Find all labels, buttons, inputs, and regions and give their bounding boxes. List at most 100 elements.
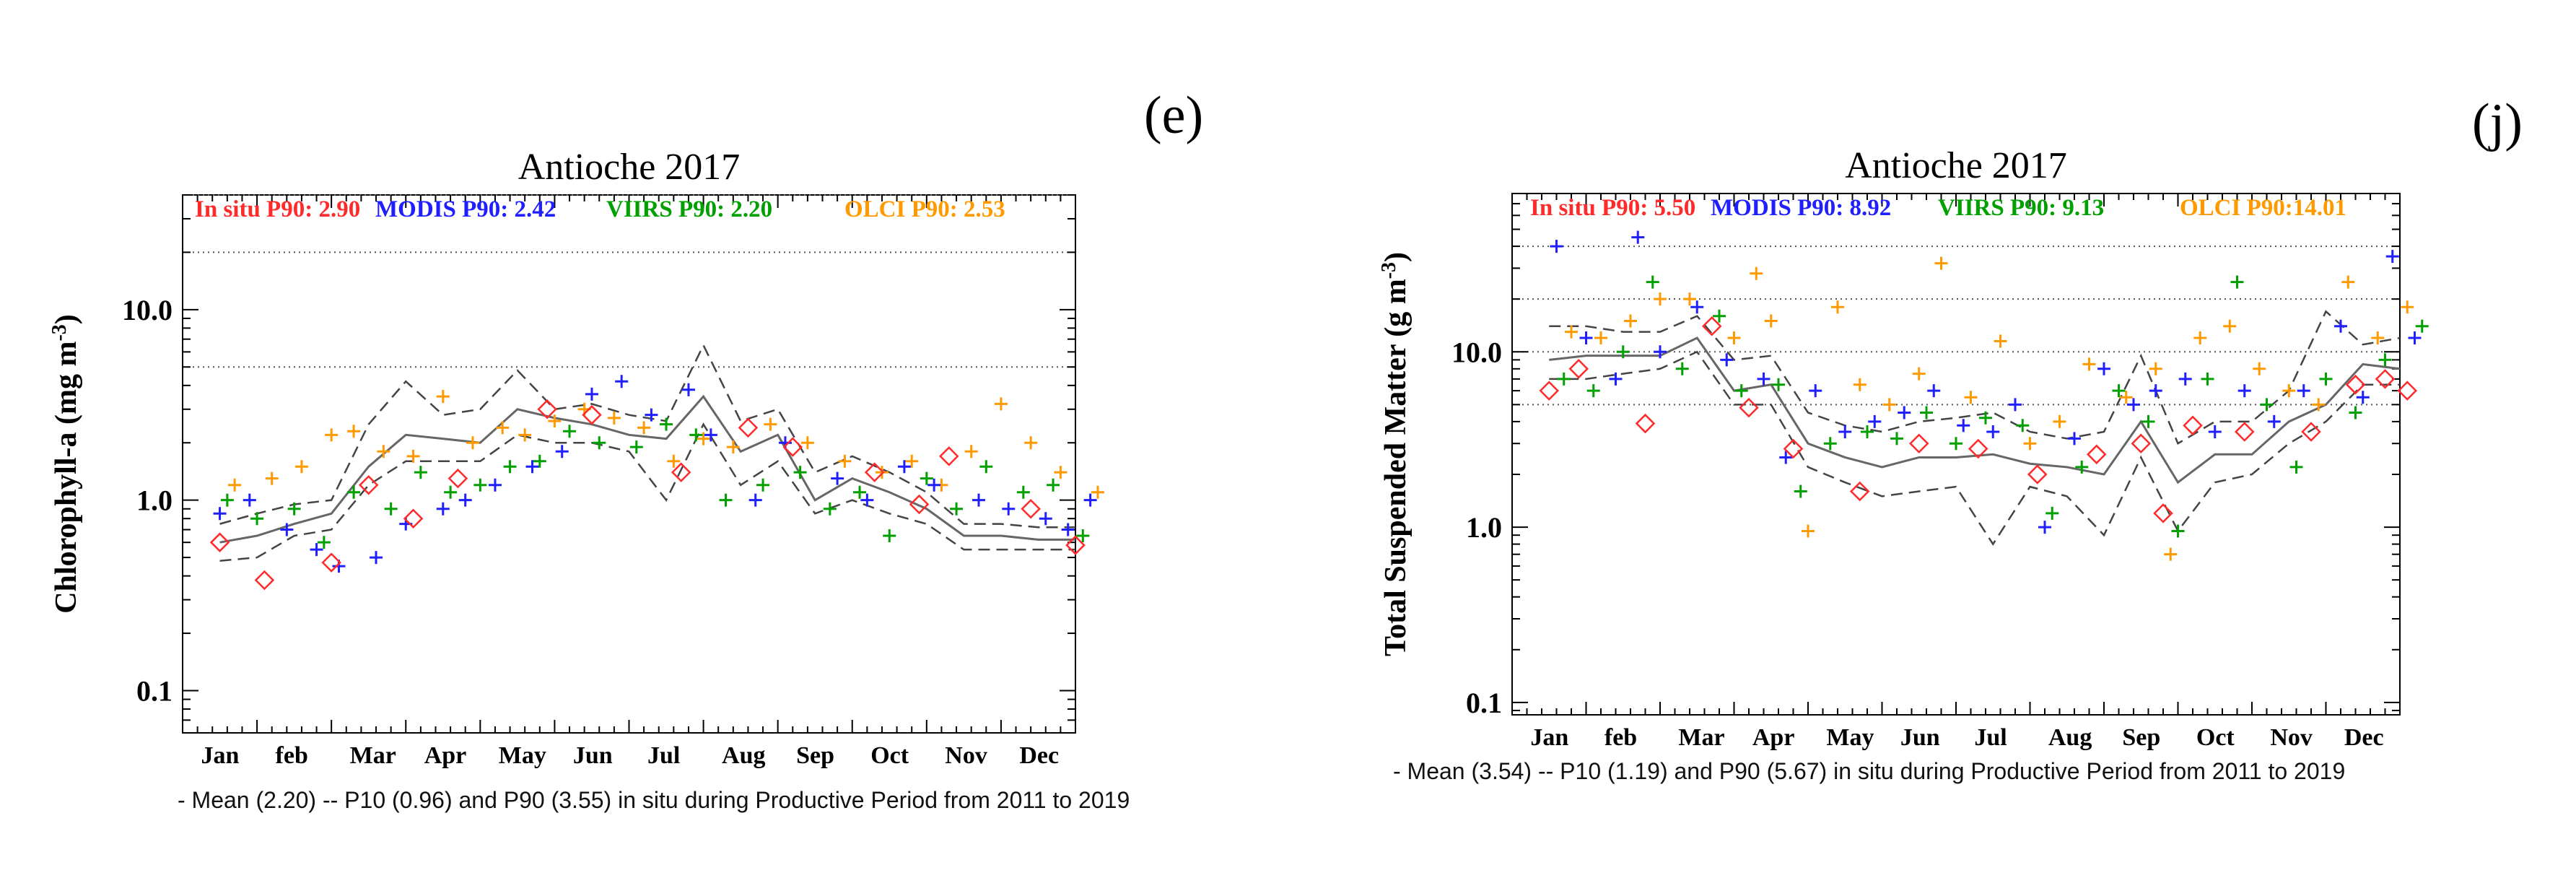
x-tick-label: Sep [796, 742, 834, 769]
olci-point [800, 436, 814, 450]
olci-point [294, 460, 308, 474]
legend-insitu: In situ P90: 5.50 [1530, 195, 1695, 221]
insitu-point [738, 417, 759, 438]
viirs-point [2112, 384, 2126, 398]
viirs-point [660, 417, 673, 431]
x-tick-label: Dec [2344, 724, 2384, 751]
modis-point [1838, 425, 1852, 438]
x-tick-label: feb [276, 742, 308, 769]
legend-olci: OLCI P90: 2.53 [844, 196, 1005, 222]
insitu-point [1968, 438, 1988, 459]
modis-point [831, 471, 844, 485]
olci-point [1934, 256, 1948, 270]
viirs-point [473, 478, 487, 492]
viirs-point [287, 502, 301, 516]
viirs-point [1772, 378, 1785, 391]
modis-point [1690, 300, 1704, 314]
insitu-point [2086, 444, 2107, 465]
modis-point [1898, 406, 1911, 420]
x-tick-label: Apr [1752, 724, 1795, 751]
modis-point [1957, 419, 1970, 433]
insitu-point [1568, 359, 1589, 379]
olci-point [1964, 391, 1978, 404]
insitu-point [1539, 381, 1560, 401]
olci-point [1054, 466, 1067, 479]
insitu-point [938, 446, 959, 466]
legend-olci: OLCI P90:14.01 [2180, 195, 2346, 221]
modis-point [2068, 432, 2081, 445]
modis-point [2009, 398, 2022, 412]
olci-point [1750, 266, 1763, 280]
p10-line [219, 422, 1075, 562]
x-tick-label: Jul [647, 742, 680, 769]
olci-point [1764, 314, 1778, 328]
olci-point [2023, 437, 2037, 451]
caption-right: - Mean (3.54) -- P10 (1.19) and P90 (5.6… [1393, 758, 2346, 784]
olci-point [377, 445, 390, 458]
insitu-point [782, 437, 803, 457]
viirs-point [1047, 478, 1060, 492]
modis-point [585, 387, 598, 401]
olci-point [1624, 314, 1637, 328]
modis-point [2408, 331, 2422, 345]
p10-line [1549, 350, 2400, 546]
olci-point [2341, 275, 2355, 289]
insitu-point [1021, 498, 1041, 519]
viirs-point [950, 502, 964, 516]
olci-point [265, 471, 279, 485]
modis-point [704, 428, 717, 442]
olci-point [1912, 367, 1926, 381]
x-tick-label: Oct [2196, 724, 2235, 751]
olci-point [667, 454, 681, 468]
x-tick-label: May [499, 742, 546, 769]
plot-frame [1511, 193, 2401, 716]
viirs-point [2201, 372, 2214, 386]
viirs-point [2171, 524, 2185, 538]
modis-point [2097, 362, 2110, 375]
olci-point [1994, 334, 2007, 348]
legend-viirs: VIIRS P90: 2.20 [606, 196, 772, 222]
viirs-point [629, 440, 643, 454]
olci-point [2371, 331, 2385, 345]
chart-title: Antioche 2017 [1845, 145, 2067, 186]
modis-point [243, 493, 256, 507]
viirs-point [979, 460, 993, 474]
olci-point [1727, 331, 1741, 345]
insitu-point [209, 532, 230, 552]
olci-point [1831, 300, 1844, 314]
viirs-point [2415, 319, 2429, 333]
olci-point [2119, 391, 2133, 404]
x-tick-label: Mar [1678, 724, 1724, 751]
insitu-point [1908, 433, 1929, 453]
x-tick-label: May [1826, 724, 1874, 751]
olci-point [548, 414, 562, 428]
insitu-point [321, 552, 341, 573]
p90-line [219, 343, 1075, 529]
viirs-point [593, 436, 606, 450]
x-tick-label: Dec [1019, 742, 1059, 769]
viirs-point [1979, 411, 1992, 425]
modis-point [1720, 353, 1734, 367]
olci-point [518, 428, 532, 442]
viirs-point [2378, 353, 2392, 367]
insitu-point [447, 468, 468, 489]
p90-line [1549, 310, 2401, 445]
x-tick-label: Jan [201, 742, 239, 769]
insitu-point [403, 508, 424, 529]
modis-point [1061, 523, 1075, 536]
viirs-point [823, 502, 837, 516]
viirs-point [1646, 275, 1659, 289]
olci-point [1853, 378, 1866, 391]
modis-point [2267, 414, 2281, 428]
modis-point [1809, 384, 1822, 398]
viirs-point [2016, 419, 2030, 433]
mean-line [219, 394, 1075, 544]
y-tick-label: 0.1 [1466, 687, 1502, 719]
x-tick-label: Nov [945, 742, 987, 769]
viirs-point [563, 425, 577, 438]
viirs-point [1016, 485, 1030, 499]
insitu-point [2301, 422, 2321, 442]
modis-point [927, 478, 941, 492]
olci-point [637, 421, 651, 435]
modis-point [2178, 372, 2192, 386]
